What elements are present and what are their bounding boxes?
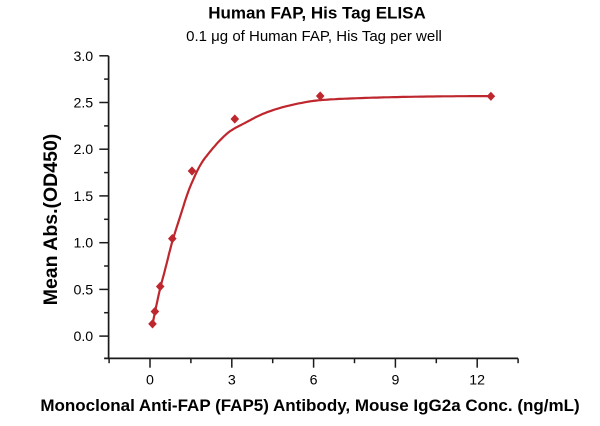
svg-text:Human FAP, His Tag ELISA: Human FAP, His Tag ELISA: [208, 4, 426, 23]
svg-text:0.0: 0.0: [73, 329, 93, 345]
svg-text:3.0: 3.0: [73, 49, 93, 65]
svg-text:3: 3: [228, 373, 236, 389]
svg-text:0.1 μg of Human FAP, His Tag p: 0.1 μg of Human FAP, His Tag per well: [186, 28, 442, 45]
svg-text:2.0: 2.0: [73, 142, 93, 158]
svg-text:0: 0: [146, 373, 154, 389]
svg-text:9: 9: [391, 373, 399, 389]
svg-text:1.0: 1.0: [73, 236, 93, 252]
svg-text:12: 12: [469, 373, 485, 389]
svg-text:6: 6: [310, 373, 318, 389]
svg-text:Mean Abs.(OD450): Mean Abs.(OD450): [40, 134, 62, 306]
svg-text:2.5: 2.5: [73, 96, 93, 112]
svg-text:Monoclonal Anti-FAP (FAP5) Ant: Monoclonal Anti-FAP (FAP5) Antibody, Mou…: [40, 396, 579, 415]
svg-text:1.5: 1.5: [73, 189, 93, 205]
svg-text:0.5: 0.5: [73, 282, 93, 298]
